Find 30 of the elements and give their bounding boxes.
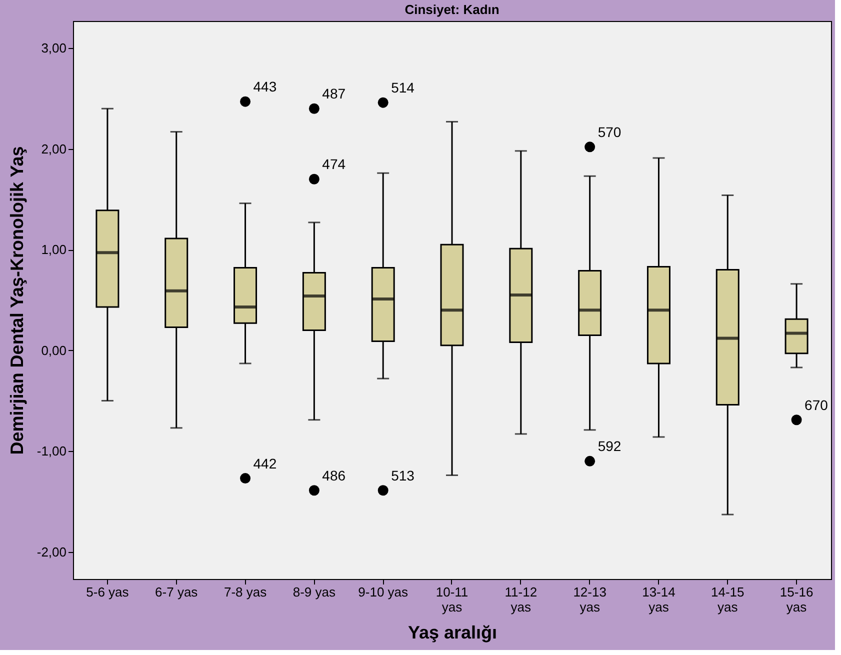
x-tick-label: 13-14 yas — [642, 584, 676, 614]
x-tick-label: 7-8 yas — [224, 584, 268, 600]
y-tick-label: -1,00 — [36, 444, 66, 459]
y-tick-label: 3,00 — [41, 40, 66, 56]
x-tick-label: 9-10 yas — [358, 584, 409, 600]
x-tick-label: 6-7 yas — [155, 584, 198, 600]
x-tick-label: 11-12 yas — [504, 584, 538, 614]
annotation: 570 — [598, 124, 622, 140]
annotation: 670 — [804, 396, 828, 413]
x-tick-label: 15-16 yas — [780, 584, 814, 614]
x-tick-label: 14-15 yas — [711, 584, 744, 614]
y-axis-title: Demirjian Dental Yaş-Kronolojik Yaş — [6, 146, 27, 455]
x-tick-label: 10-11 yas — [436, 584, 468, 614]
y-tick-label: -2,00 — [36, 544, 66, 560]
y-tick-label: 1,00 — [41, 242, 66, 258]
x-tick-label: 8-9 yas — [292, 584, 336, 600]
annotation: 486 — [322, 467, 346, 484]
annotation: 443 — [253, 78, 277, 95]
x-axis-title: Yaş aralığı — [408, 622, 498, 642]
annotation: 514 — [391, 80, 415, 96]
x-tick-label: 12-13 yas — [573, 584, 606, 614]
annotation: 474 — [322, 156, 346, 172]
x-tick-label: 5-6 yas — [86, 584, 130, 600]
annotation: 442 — [253, 455, 277, 472]
chart-title: Cinsiyet: Kadın — [404, 2, 500, 17]
annotation: 592 — [598, 438, 622, 454]
annotation: 487 — [322, 86, 346, 102]
annotation: 513 — [391, 467, 415, 484]
y-tick-label: 0,00 — [41, 342, 66, 358]
y-tick-label: 2,00 — [41, 141, 66, 156]
